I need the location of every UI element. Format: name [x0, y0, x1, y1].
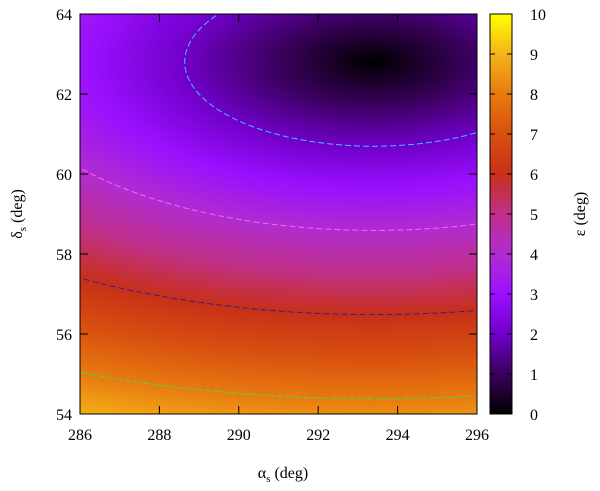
colorbar-tick-label: 10: [530, 7, 546, 24]
colorbar-ticks: 0 1 2 3 4 5 6 7 8 9 10: [490, 7, 546, 424]
contour-line-2: [184, 14, 477, 147]
x-tick-label: 288: [147, 427, 171, 444]
y-axis-unit: (deg): [9, 189, 26, 223]
y-tick-label: 54: [56, 407, 72, 424]
colorbar-tick-label: 6: [530, 167, 538, 184]
colorbar-tick-label: 3: [530, 287, 538, 304]
colorbar-tick-label: 2: [530, 327, 538, 344]
colorbar-tick-label: 1: [530, 367, 538, 384]
y-axis-label: δs (deg): [9, 189, 29, 239]
x-axis-unit: (deg): [274, 465, 308, 482]
heatmap-plot-area: [79, 13, 478, 415]
heatmap-image: [80, 14, 477, 414]
y-tick-label: 64: [56, 7, 72, 24]
x-axis-subscript: s: [266, 473, 270, 485]
x-tick-label: 296: [465, 427, 489, 444]
colorbar-tick-label: 5: [530, 207, 538, 224]
colorbar-tick-label: 0: [530, 407, 538, 424]
y-tick-label: 56: [56, 327, 72, 344]
colorbar-tick-label: 4: [530, 247, 538, 264]
colorbar-tick-label: 7: [530, 127, 538, 144]
colorbar-tick-label: 8: [530, 87, 538, 104]
y-axis: 54 56 58 60 62 64: [56, 7, 477, 424]
x-tick-label: 294: [386, 427, 410, 444]
x-tick-label: 286: [68, 427, 92, 444]
x-tick-label: 292: [306, 427, 330, 444]
x-tick-label: 290: [227, 427, 251, 444]
plot-frame: [79, 13, 478, 415]
contour-lines: [80, 14, 477, 400]
colorbar: 0 1 2 3 4 5 6 7 8 9 10 ε (deg): [489, 7, 589, 424]
x-axis: 286 288 290 292 294 296: [68, 14, 489, 444]
y-tick-label: 60: [56, 167, 72, 184]
y-axis-subscript: s: [17, 227, 29, 231]
x-axis-symbol: α: [258, 465, 267, 482]
y-tick-label: 62: [56, 87, 72, 104]
y-tick-label: 58: [56, 247, 72, 264]
colorbar-label: ε (deg): [572, 192, 589, 236]
x-axis-label: αs (deg): [258, 465, 308, 485]
colorbar-tick-label: 9: [530, 47, 538, 64]
y-axis-symbol: δ: [9, 231, 26, 239]
